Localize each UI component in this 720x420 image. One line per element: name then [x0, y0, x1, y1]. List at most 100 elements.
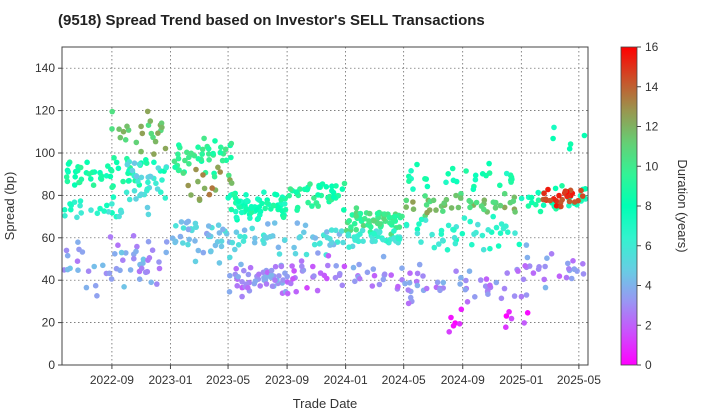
- scatter-point: [192, 238, 198, 244]
- scatter-point: [134, 243, 140, 250]
- scatter-point: [74, 214, 80, 221]
- scatter-point: [152, 138, 159, 145]
- x-tick-label: 2025-01: [499, 373, 543, 387]
- scatter-point: [284, 290, 291, 297]
- scatter-point: [399, 213, 405, 220]
- scatter-point: [252, 278, 259, 284]
- scatter-point: [518, 293, 525, 300]
- scatter-point: [553, 203, 560, 209]
- scatter-point: [298, 258, 305, 264]
- scatter-point: [566, 198, 573, 205]
- scatter-point: [469, 241, 475, 248]
- scatter-point: [315, 250, 321, 256]
- scatter-point: [111, 155, 117, 161]
- scatter-point: [325, 253, 332, 259]
- scatter-point: [248, 205, 255, 211]
- scatter-point: [185, 241, 191, 248]
- scatter-point: [200, 249, 207, 256]
- scatter-point: [503, 170, 510, 177]
- scatter-point: [380, 236, 386, 243]
- scatter-point: [201, 135, 207, 142]
- scatter-point: [293, 288, 300, 295]
- scatter-point: [122, 137, 129, 143]
- scatter-point: [503, 313, 510, 319]
- scatter-point: [407, 294, 414, 301]
- scatter-point: [75, 267, 81, 274]
- scatter-point: [173, 223, 179, 229]
- scatter-point: [180, 170, 187, 176]
- scatter-point: [162, 195, 169, 201]
- scatter-point: [376, 281, 383, 288]
- scatter-point: [220, 226, 226, 233]
- scatter-point: [182, 157, 188, 164]
- scatter-point: [259, 200, 265, 207]
- scatter-point: [117, 267, 123, 274]
- scatter-point: [143, 157, 149, 163]
- scatter-point: [65, 161, 72, 167]
- scatter-point: [389, 219, 395, 226]
- scatter-point: [542, 263, 548, 270]
- scatter-point: [196, 196, 203, 202]
- scatter-point: [145, 179, 151, 186]
- scatter-point: [115, 242, 121, 248]
- scatter-point: [372, 238, 378, 244]
- scatter-point: [117, 134, 124, 141]
- scatter-point: [206, 191, 213, 198]
- scatter-point: [61, 207, 68, 213]
- colorbar-tick-label: 6: [645, 239, 652, 253]
- scatter-point: [126, 196, 133, 203]
- scatter-point: [312, 235, 319, 241]
- scatter-point: [533, 201, 539, 208]
- scatter-point: [357, 210, 364, 217]
- scatter-point: [512, 209, 518, 215]
- scatter-point: [503, 324, 509, 331]
- scatter-point: [199, 151, 205, 157]
- scatter-point: [310, 263, 316, 270]
- x-tick-label: 2023-05: [206, 373, 250, 387]
- scatter-point: [410, 206, 417, 212]
- y-tick-label: 40: [42, 273, 56, 287]
- scatter-point: [414, 230, 421, 237]
- scatter-point: [463, 277, 469, 284]
- scatter-point: [238, 209, 245, 216]
- scatter-point: [328, 227, 335, 233]
- scatter-point: [311, 195, 317, 201]
- scatter-point: [429, 231, 435, 238]
- scatter-point: [461, 215, 468, 221]
- scatter-point: [186, 236, 192, 243]
- scatter-point: [255, 271, 262, 278]
- scatter-point: [293, 189, 300, 195]
- scatter-point: [162, 145, 169, 152]
- scatter-point: [276, 273, 282, 279]
- scatter-point: [241, 227, 248, 233]
- scatter-point: [303, 251, 310, 258]
- scatter-point: [243, 192, 249, 198]
- scatter-point: [133, 196, 139, 202]
- scatter-point: [124, 123, 130, 130]
- scatter-point: [206, 151, 212, 157]
- scatter-point: [516, 241, 523, 248]
- scatter-point: [457, 281, 463, 287]
- scatter-point: [135, 178, 141, 185]
- scatter-point: [195, 247, 202, 254]
- scatter-point: [399, 265, 405, 272]
- scatter-point: [508, 179, 514, 185]
- scatter-point: [177, 233, 184, 240]
- scatter-point: [523, 292, 530, 298]
- scatter-point: [440, 279, 447, 286]
- scatter-point: [548, 251, 555, 257]
- scatter-point: [107, 173, 114, 180]
- scatter-point: [265, 221, 271, 227]
- scatter-point: [235, 274, 241, 280]
- scatter-point: [360, 238, 366, 244]
- scatter-point: [424, 209, 430, 216]
- scatter-point: [544, 255, 550, 261]
- scatter-point: [64, 252, 71, 259]
- scatter-point: [129, 167, 136, 174]
- scatter-point: [314, 287, 321, 294]
- scatter-point: [75, 239, 81, 245]
- scatter-point: [247, 264, 254, 271]
- scatter-point: [107, 234, 114, 240]
- scatter-point: [231, 191, 237, 198]
- scatter-point: [466, 197, 473, 204]
